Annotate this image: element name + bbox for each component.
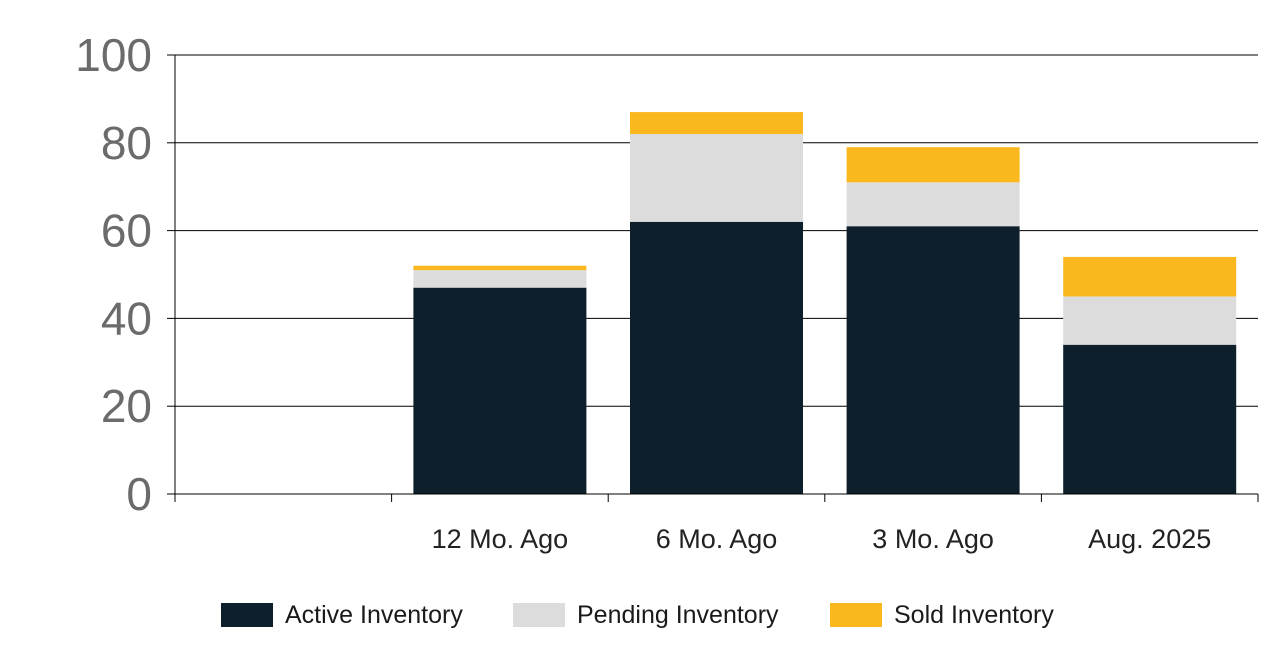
- x-tick-label: Aug. 2025: [1088, 524, 1211, 554]
- y-tick-label: 40: [101, 292, 152, 344]
- x-tick-label: 3 Mo. Ago: [872, 524, 994, 554]
- x-tick-label: 12 Mo. Ago: [432, 524, 569, 554]
- bar-active-inventory: [1063, 344, 1237, 494]
- y-tick-label: 0: [126, 468, 152, 520]
- y-tick-label: 60: [101, 205, 152, 257]
- y-tick-label: 100: [75, 29, 152, 81]
- bar-sold-inventory: [413, 265, 587, 271]
- y-axis-tick-labels: 0 20 40 60 80 100: [75, 29, 152, 520]
- legend-label: Active Inventory: [285, 601, 463, 629]
- bar-pending-inventory: [846, 182, 1020, 227]
- legend: Active Inventory Pending Inventory Sold In…: [221, 601, 1054, 629]
- legend-swatch: [830, 603, 882, 627]
- legend-label: Pending Inventory: [577, 601, 779, 629]
- axes: [167, 54, 1259, 502]
- bar-sold-inventory: [1063, 256, 1237, 297]
- x-tick-label: 6 Mo. Ago: [656, 524, 778, 554]
- bar-sold-inventory: [846, 147, 1020, 183]
- bars: [413, 112, 1237, 494]
- bar-pending-inventory: [630, 134, 803, 222]
- bar-pending-inventory: [1063, 296, 1237, 345]
- bar-active-inventory: [413, 287, 587, 494]
- bar-sold-inventory: [630, 112, 803, 135]
- y-tick-label: 20: [101, 380, 152, 432]
- bar-active-inventory: [630, 221, 803, 494]
- x-axis-tick-labels: 12 Mo. Ago 6 Mo. Ago 3 Mo. Ago Aug. 2025: [432, 524, 1212, 554]
- bar-pending-inventory: [413, 270, 587, 288]
- y-tick-label: 80: [101, 117, 152, 169]
- bar-active-inventory: [846, 226, 1020, 494]
- legend-swatch: [513, 603, 565, 627]
- legend-swatch: [221, 603, 273, 627]
- legend-label: Sold Inventory: [894, 601, 1054, 629]
